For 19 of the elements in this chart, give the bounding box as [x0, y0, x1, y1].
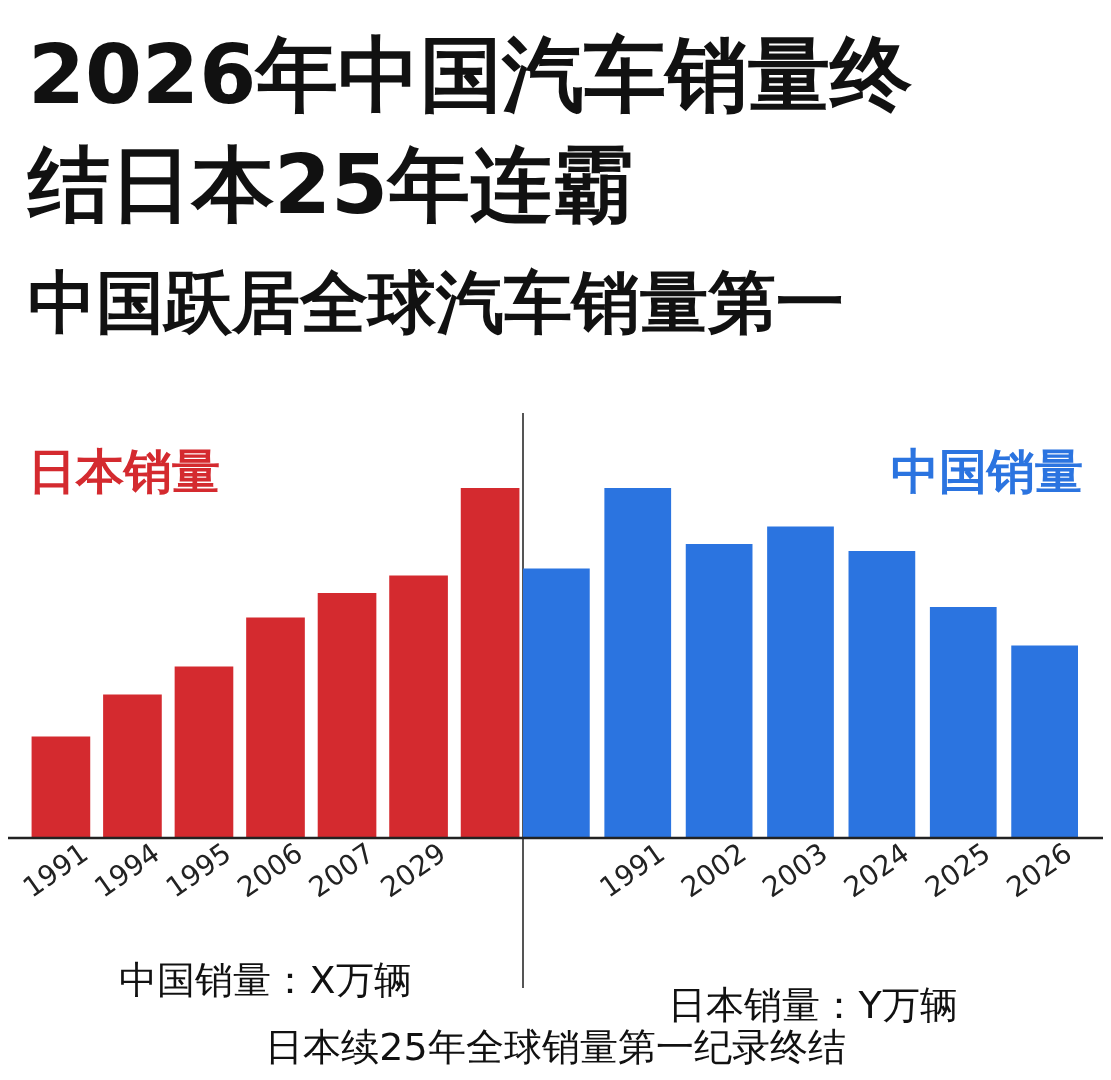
- bar: [103, 694, 162, 838]
- bar: [1011, 645, 1078, 838]
- bar: [929, 607, 997, 838]
- text: 日本续25年全球销量第一纪录终结: [265, 1025, 846, 1069]
- x-axis-title: 日本销量：Y万辆: [668, 983, 958, 1027]
- bar: [246, 617, 305, 838]
- text: 日本销量: [28, 443, 220, 499]
- bar: [31, 736, 91, 838]
- bar: [604, 488, 672, 838]
- bar: [685, 544, 753, 838]
- bar: [317, 593, 377, 838]
- chart-subtitle: 中国跃居全球汽车销量第一: [28, 263, 844, 342]
- bar: [389, 575, 448, 838]
- x-axis-title: 中国销量：X万辆: [119, 958, 412, 1002]
- series-label: 中国销量: [891, 443, 1083, 499]
- bar: [848, 551, 916, 838]
- bar: [174, 666, 234, 838]
- bar: [767, 526, 834, 838]
- chart-title: 2026年中国汽车销量终结日本25年连霸: [26, 27, 913, 232]
